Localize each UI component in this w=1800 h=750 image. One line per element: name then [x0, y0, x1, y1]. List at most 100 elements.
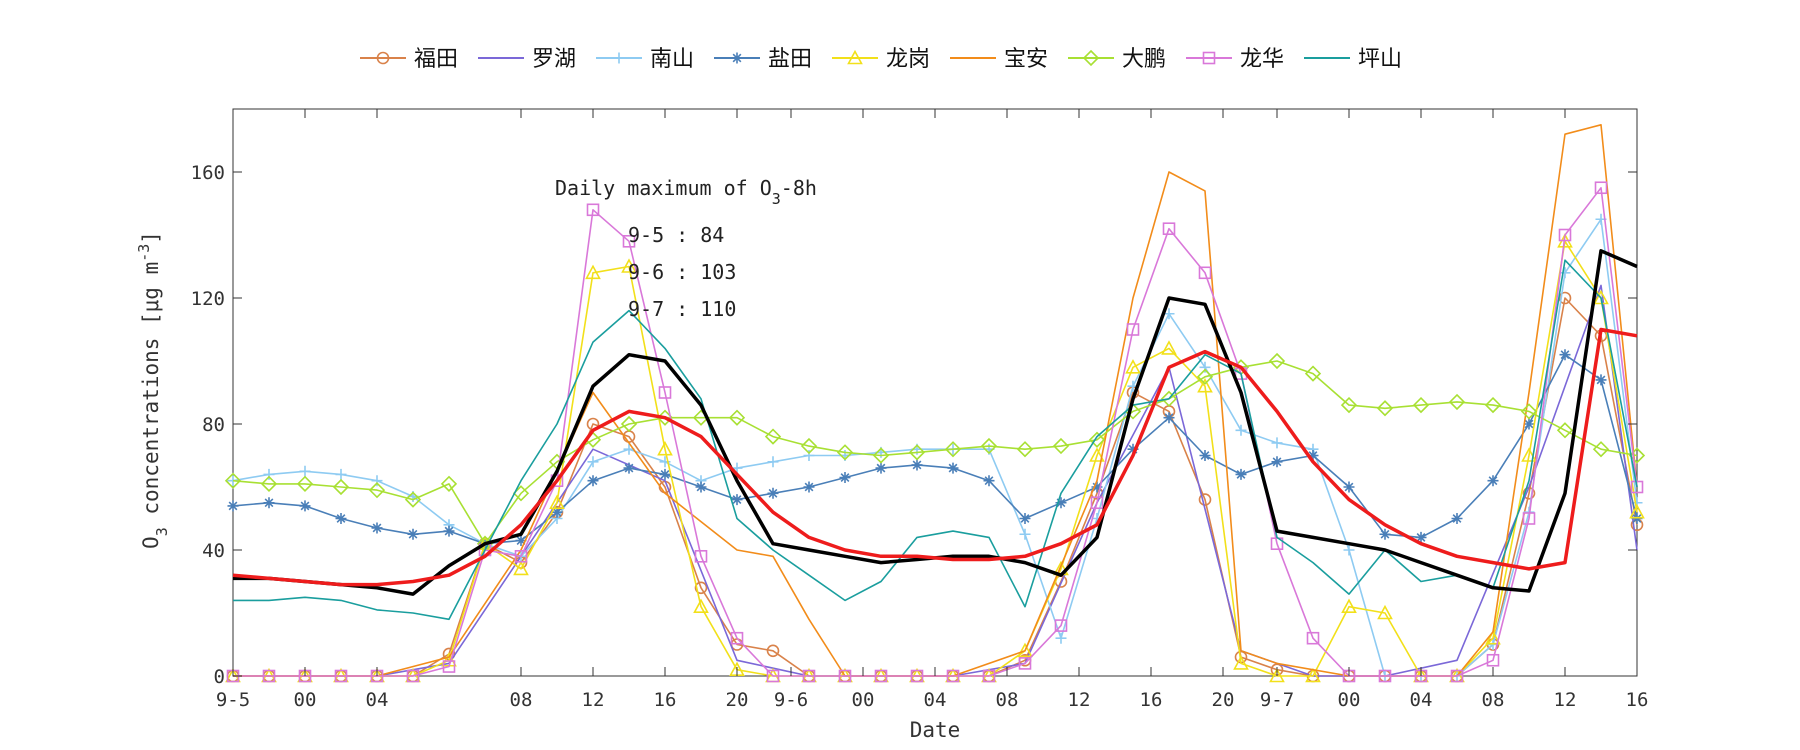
data-point-7-18 [874, 669, 888, 683]
x-tick-label: 08 [510, 689, 533, 711]
data-point-3-24 [1091, 481, 1103, 493]
series-7 [226, 181, 1644, 683]
x-tick-label: 00 [1338, 689, 1361, 711]
series-9 [233, 249, 1638, 596]
legend-label: 宝安 [1004, 47, 1048, 72]
data-point-2-10 [587, 456, 599, 468]
data-point-2-3 [335, 468, 347, 480]
data-point-7-6 [442, 660, 456, 673]
x-tick-label: 12 [582, 689, 605, 711]
data-point-7-20 [946, 669, 960, 683]
series-6 [224, 352, 1646, 552]
data-point-6-6 [440, 475, 458, 492]
data-point-6-32 [1376, 400, 1394, 417]
x-tick-label: 16 [654, 689, 677, 711]
data-point-3-25 [1127, 443, 1139, 455]
data-point-3-26 [1163, 412, 1175, 424]
data-point-3-22 [1019, 513, 1031, 524]
x-tick-label: 08 [996, 689, 1019, 711]
data-point-2-29 [1271, 437, 1283, 449]
data-point-7-25 [1126, 323, 1140, 336]
data-point-7-30 [1306, 631, 1320, 645]
legend-item-4: 龙岗 [832, 47, 930, 72]
data-point-3-18 [875, 462, 887, 474]
data-point-6-33 [1412, 396, 1430, 414]
y-tick-label: 120 [191, 288, 225, 310]
data-point-2-15 [767, 456, 779, 468]
legend-label: 福田 [414, 47, 458, 72]
x-tick-label: 04 [1410, 689, 1433, 711]
series-line-2 [232, 218, 1638, 677]
data-point-6-38 [1592, 441, 1610, 458]
y-axis-title: O3 concentrations [μg m-3] [135, 231, 171, 549]
data-point-7-10 [586, 203, 600, 217]
data-point-3-30 [1307, 450, 1319, 461]
data-point-3-15 [767, 487, 779, 499]
data-point-6-31 [1340, 396, 1358, 414]
data-point-6-21 [980, 437, 998, 455]
data-point-2-2 [299, 465, 311, 477]
data-point-4-12 [657, 441, 673, 456]
data-point-7-8 [514, 549, 528, 563]
data-point-7-34 [1450, 669, 1464, 683]
data-point-3-5 [407, 528, 419, 540]
data-point-6-3 [332, 478, 350, 496]
x-tick-label: 9-6 [774, 689, 808, 711]
series-4 [225, 233, 1645, 683]
y-axis: 0 40 80 120 160 [191, 162, 1637, 688]
data-point-6-17 [836, 444, 854, 461]
data-point-4-28 [1233, 655, 1249, 670]
data-point-3-37 [1559, 349, 1571, 361]
data-point-4-13 [693, 598, 709, 614]
series-line-10 [232, 327, 1638, 587]
x-tick-label: 00 [294, 689, 317, 711]
legend-item-3: 盐田 [714, 47, 812, 72]
data-point-0-15 [766, 644, 780, 658]
data-point-7-23 [1054, 619, 1068, 632]
series-8 [233, 259, 1638, 621]
data-point-4-31 [1341, 598, 1357, 614]
x-tick-label: 16 [1626, 689, 1649, 711]
data-point-3-14 [731, 494, 743, 506]
data-point-7-21 [982, 669, 996, 683]
data-point-2-26 [1163, 308, 1175, 320]
data-point-6-20 [944, 441, 962, 458]
data-point-6-5 [404, 491, 422, 508]
data-point-7-5 [406, 669, 420, 683]
data-point-6-19 [908, 444, 926, 461]
series-line-1 [233, 284, 1638, 677]
x-tick-label: 20 [726, 689, 749, 711]
series-5 [233, 124, 1638, 677]
data-point-4-9 [549, 494, 565, 510]
data-point-7-12 [658, 386, 672, 399]
legend-label: 龙岗 [886, 47, 930, 72]
data-point-3-0 [227, 500, 239, 512]
y-tick-label: 80 [202, 414, 225, 436]
data-point-4-27 [1197, 378, 1213, 393]
series-10 [232, 327, 1638, 587]
series-0 [226, 291, 1644, 683]
legend-label: 南山 [650, 47, 694, 72]
legend-marker [376, 51, 390, 65]
legend-item-7: 龙华 [1186, 47, 1284, 72]
data-point-2-31 [1343, 544, 1355, 556]
data-point-7-24 [1090, 496, 1104, 510]
data-point-3-36 [1523, 418, 1535, 430]
data-point-6-16 [800, 437, 818, 455]
daily-max-annotation: Daily maximum of O3-8h 9-5 : 84 9-6 : 103 9… [555, 176, 817, 321]
legend-marker [613, 52, 625, 64]
data-point-4-26 [1161, 340, 1177, 355]
legend-item-0: 福田 [360, 47, 458, 72]
data-point-2-37 [1559, 267, 1571, 279]
data-point-2-1 [263, 468, 275, 480]
series-1 [233, 284, 1638, 677]
legend-marker [847, 49, 863, 65]
data-point-4-11 [621, 258, 637, 273]
data-point-2-27 [1199, 361, 1211, 373]
data-point-7-39 [1630, 480, 1644, 494]
data-point-2-22 [1019, 528, 1031, 540]
legend-item-5: 宝安 [950, 47, 1048, 72]
series-line-6 [232, 360, 1638, 545]
data-point-7-16 [802, 669, 816, 683]
legend-label: 大鹏 [1122, 47, 1166, 72]
